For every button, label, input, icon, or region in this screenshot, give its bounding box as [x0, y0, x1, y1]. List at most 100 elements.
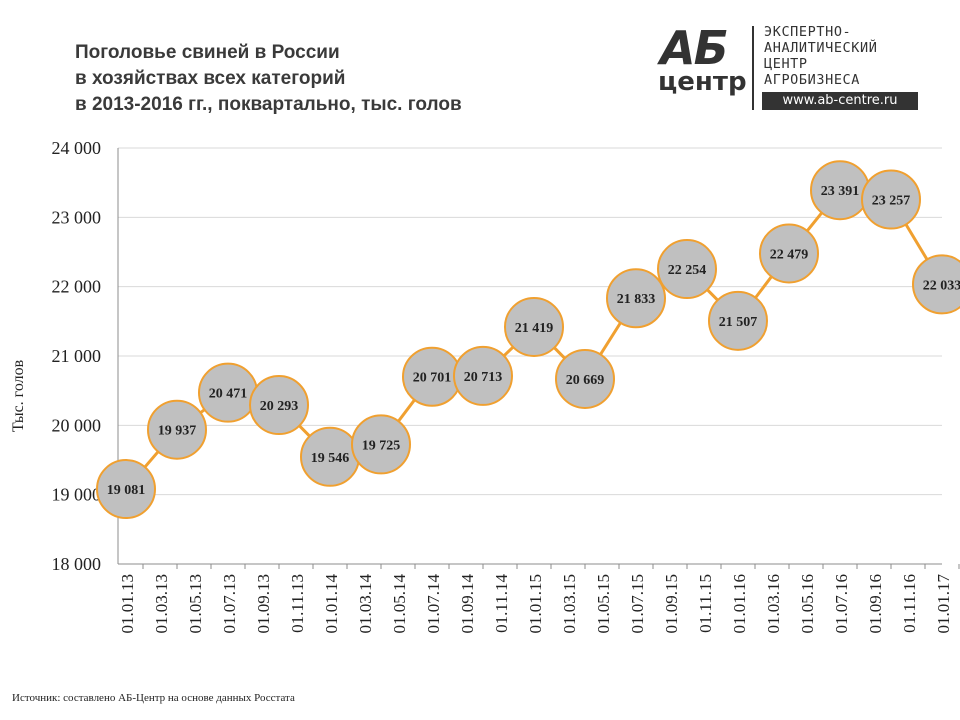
logo-text-line-1: ЭКСПЕРТНО- [764, 24, 852, 40]
data-point-marker [657, 239, 717, 300]
chart-title-line-1: Поголовье свиней в России [75, 42, 340, 63]
x-tick-label: 01.05.13 [186, 574, 205, 634]
data-point-marker [96, 459, 156, 520]
x-tick-label: 01.07.13 [220, 574, 239, 634]
logo-text-line-4: АГРОБИЗНЕСА [764, 72, 861, 88]
data-point: 21 419 [504, 296, 564, 357]
chart-title-line-3: в 2013-2016 гг., поквартально, тыс. голо… [75, 94, 462, 115]
x-tick-label: 01.11.13 [288, 574, 307, 633]
data-label: 23 257 [872, 194, 911, 209]
logo-url: www.ab-centre.ru [762, 92, 918, 110]
data-point-marker [453, 345, 513, 406]
data-point: 23 391 [810, 160, 870, 221]
data-label: 23 391 [821, 184, 860, 199]
data-point: 21 833 [606, 268, 666, 329]
data-label: 19 081 [107, 483, 146, 498]
x-tick-labels: 01.01.13 01.03.13 01.05.13 01.07.13 01.09.13… [118, 574, 953, 634]
data-point-marker [351, 414, 411, 475]
y-tick-label: 24 000 [52, 138, 102, 158]
data-point-marker [912, 254, 960, 315]
y-tick-labels: 18 000 19 000 20 000 21 000 22 000 23 000 24 0… [52, 138, 102, 574]
x-tick-label: 01.09.14 [458, 574, 477, 634]
data-point: 22 033 [912, 254, 960, 315]
logo-separator [752, 26, 754, 110]
x-tick-label: 01.01.15 [526, 574, 545, 634]
logo-text-line-2: АНАЛИТИЧЕСКИЙ [764, 40, 878, 56]
x-tick-label: 01.01.14 [322, 574, 341, 634]
data-point: 22 254 [657, 239, 717, 300]
data-point-marker [708, 290, 768, 351]
data-label: 21 833 [617, 292, 656, 307]
x-tick-label: 01.09.15 [662, 574, 681, 634]
y-tick-label: 19 000 [52, 485, 102, 505]
data-label: 22 254 [668, 263, 707, 278]
data-point-marker [861, 169, 921, 230]
data-point: 19 725 [351, 414, 411, 475]
y-tick-label: 21 000 [52, 346, 102, 366]
x-tick-label: 01.03.13 [152, 574, 171, 634]
data-label: 22 033 [923, 278, 960, 293]
x-tick-label: 01.01.13 [118, 574, 137, 634]
grid-lines [118, 147, 942, 496]
logo-mark: АБ [660, 21, 729, 75]
data-point: 20 713 [453, 345, 513, 406]
data-label: 20 669 [566, 373, 605, 388]
y-tick-label: 18 000 [52, 554, 102, 574]
source-note: Источник: составлено АБ-Центр на основе … [12, 692, 295, 704]
x-tick-label: 01.07.14 [424, 574, 443, 634]
x-tick-label: 01.01.17 [934, 574, 953, 634]
data-point: 23 257 [861, 169, 921, 230]
x-tick-label: 01.07.16 [832, 574, 851, 634]
logo-mark-sub: центр [658, 67, 747, 97]
x-tick-label: 01.03.15 [560, 574, 579, 634]
data-point-marker [555, 348, 615, 409]
data-label: 19 546 [311, 451, 350, 466]
data-label: 20 293 [260, 399, 299, 414]
data-point-marker [759, 223, 819, 284]
y-axis-label: Тыс. голов [10, 359, 27, 432]
data-point: 19 546 [300, 426, 360, 487]
x-tick-label: 01.09.13 [254, 574, 273, 634]
data-label: 21 507 [719, 315, 758, 330]
data-label: 19 937 [158, 424, 197, 439]
x-tick-label: 01.03.16 [764, 574, 783, 634]
pig-population-line-chart: 18 000 19 000 20 000 21 000 22 000 23 000 24 0… [10, 138, 960, 634]
data-point: 20 471 [198, 362, 258, 423]
x-tick-label: 01.01.16 [730, 574, 749, 634]
x-tick-label: 01.03.14 [356, 574, 375, 634]
data-point: 19 937 [147, 399, 207, 460]
chart-title-line-2: в хозяйствах всех категорий [75, 68, 346, 89]
ab-centre-logo: АБ центр ЭКСПЕРТНО- АНАЛИТИЧЕСКИЙ ЦЕНТР … [656, 22, 926, 114]
data-label: 20 701 [413, 371, 452, 386]
data-point: 20 701 [402, 346, 462, 407]
chart-title: Поголовье свиней в России в хозяйствах в… [75, 40, 462, 118]
data-point: 20 293 [249, 375, 309, 436]
data-label: 19 725 [362, 438, 401, 453]
data-label: 20 713 [464, 370, 503, 385]
data-point-marker [249, 375, 309, 436]
y-tick-label: 23 000 [52, 207, 102, 227]
data-label: 22 479 [770, 247, 809, 262]
data-point: 22 479 [759, 223, 819, 284]
x-tick-label: 01.05.14 [390, 574, 409, 634]
x-tick-label: 01.11.15 [696, 574, 715, 633]
data-label: 20 471 [209, 387, 248, 402]
y-tick-label: 22 000 [52, 277, 102, 297]
data-point: 19 081 [96, 459, 156, 520]
data-point: 20 669 [555, 348, 615, 409]
data-label: 21 419 [515, 321, 554, 336]
x-tick-label: 01.07.15 [628, 574, 647, 634]
x-tick-label: 01.05.15 [594, 574, 613, 634]
data-point-marker [504, 296, 564, 357]
logo-text-line-3: ЦЕНТР [764, 56, 808, 72]
x-tick-label: 01.05.16 [798, 574, 817, 634]
data-point-marker [606, 268, 666, 329]
x-tick-label: 01.09.16 [866, 574, 885, 634]
x-tick-label: 01.11.14 [492, 574, 511, 633]
data-point: 21 507 [708, 290, 768, 351]
logo-text: ЭКСПЕРТНО- АНАЛИТИЧЕСКИЙ ЦЕНТР АГРОБИЗНЕ… [764, 24, 877, 88]
x-tick-label: 01.11.16 [900, 574, 919, 633]
y-tick-label: 20 000 [52, 415, 102, 435]
data-point-marker [147, 399, 207, 460]
data-markers: 19 081 19 937 20 471 20 293 19 546 19 725 20 7… [96, 160, 960, 520]
